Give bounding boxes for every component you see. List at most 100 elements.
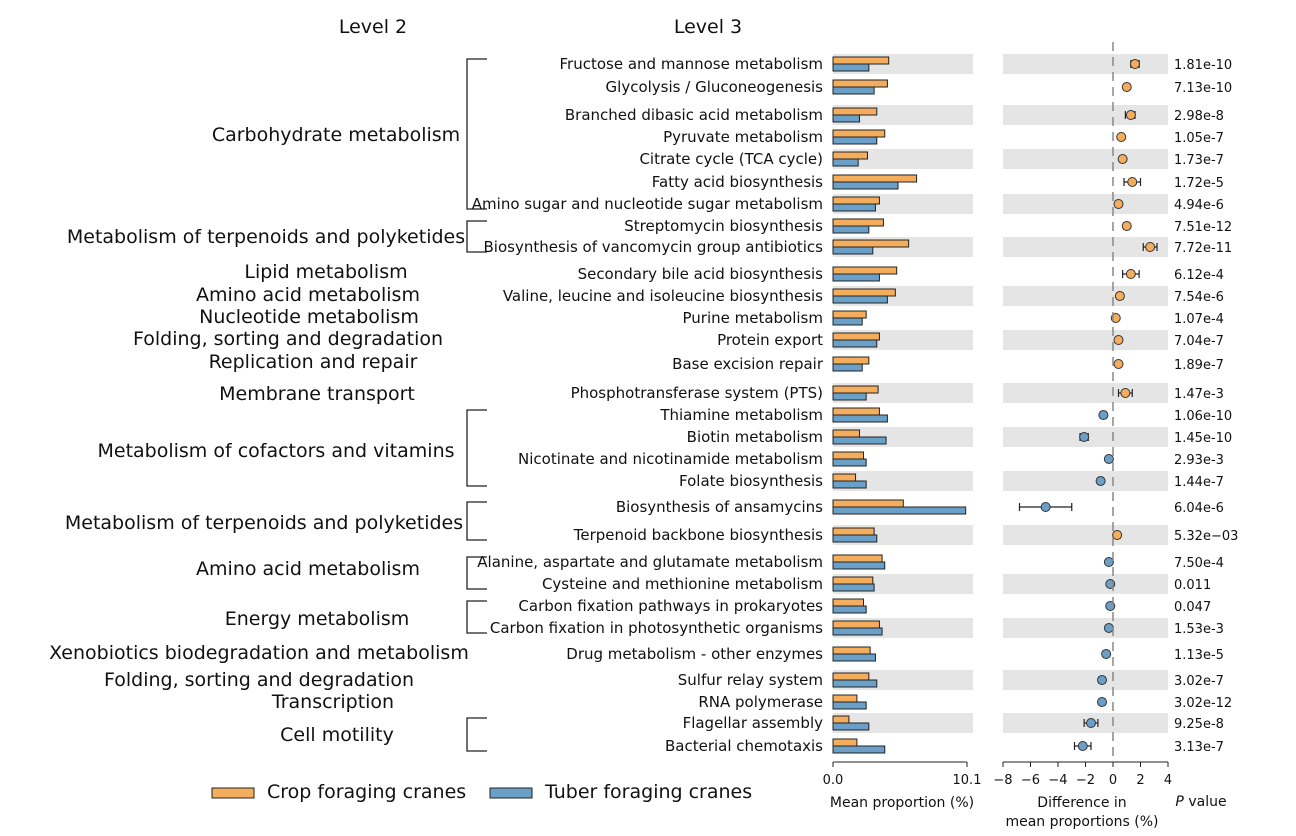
- p-value: 3.13e-7: [1174, 740, 1224, 755]
- difference-point: [1121, 82, 1132, 92]
- row-shade-diff: [1003, 149, 1168, 169]
- difference-point: [1103, 557, 1114, 567]
- p-value: 1.89e-7: [1174, 358, 1224, 373]
- level2-header: Level 2: [339, 16, 407, 38]
- p-value: 1.07e-4: [1174, 312, 1224, 327]
- level3-label: Fatty acid biosynthesis: [652, 173, 823, 191]
- diff-axis-tick-label: −6: [1021, 773, 1040, 788]
- legend-label-tuber: Tuber foraging cranes: [544, 781, 752, 803]
- difference-point: [1114, 291, 1125, 301]
- p-value: 7.04e-7: [1174, 334, 1224, 349]
- level2-label: Lipid metabolism: [244, 261, 407, 283]
- p-value: 1.53e-3: [1174, 622, 1224, 637]
- diff-axis-tick-label: −2: [1076, 773, 1095, 788]
- level2-label: Folding, sorting and degradation: [133, 328, 443, 350]
- level3-label: Bacterial chemotaxis: [665, 737, 823, 755]
- bar-crop: [832, 499, 904, 508]
- level3-labels: Fructose and mannose metabolism Glycolysi…: [472, 55, 824, 755]
- bar-crop: [832, 129, 886, 138]
- level3-header: Level 3: [674, 16, 742, 38]
- level2-bracket: [466, 58, 487, 210]
- diff-axis-tick-label: −8: [993, 773, 1012, 788]
- bar-tuber: [832, 534, 878, 543]
- diff-axis-label-line1: Difference in: [1037, 795, 1126, 811]
- level3-label: Glycolysis / Gluconeogenesis: [606, 78, 824, 96]
- level2-bracket: [466, 556, 487, 590]
- row-shading-layer: [833, 54, 1168, 733]
- level3-label: Biotin metabolism: [687, 428, 823, 446]
- bar-crop: [832, 620, 880, 629]
- p-label-rest: value: [1184, 794, 1227, 810]
- p-value: 1.44e-7: [1174, 475, 1224, 490]
- bar-crop: [832, 288, 896, 297]
- p-value: 1.45e-10: [1174, 431, 1232, 446]
- p-value: 1.47e-3: [1174, 387, 1224, 402]
- difference-point: [1095, 476, 1106, 486]
- difference-point: [1121, 221, 1132, 231]
- bar-tuber: [832, 392, 867, 401]
- p-value: 7.50e-4: [1174, 556, 1224, 571]
- p-value: 1.72e-5: [1174, 176, 1224, 191]
- level3-label: Carbon fixation in photosynthetic organi…: [490, 619, 823, 637]
- bar-crop: [832, 79, 888, 88]
- bar-crop: [832, 239, 910, 248]
- difference-point: [1116, 132, 1127, 142]
- level3-label: Streptomycin biosynthesis: [624, 217, 823, 235]
- mean-proportion-bars: [832, 56, 967, 754]
- level2-label: Nucleotide metabolism: [199, 306, 419, 328]
- row-shade-bars: [833, 471, 973, 491]
- difference-point: [1117, 154, 1128, 164]
- bar-tuber: [832, 745, 886, 754]
- bar-tuber: [832, 158, 859, 167]
- bar-axis-tick-label: 10.1: [953, 773, 982, 788]
- p-value-axis-label: P value: [1175, 794, 1226, 810]
- p-value: 3.02e-12: [1174, 696, 1232, 711]
- bar-tuber: [832, 181, 899, 190]
- level3-label: Pyruvate metabolism: [663, 128, 823, 146]
- level2-groups: Carbohydrate metabolism Metabolism of ter…: [49, 58, 487, 752]
- level2-label: Energy metabolism: [225, 608, 410, 630]
- bar-tuber: [832, 583, 875, 592]
- level3-label: Nicotinate and nicotinamide metabolism: [518, 450, 823, 468]
- bar-tuber: [832, 722, 870, 731]
- bar-tuber: [832, 339, 878, 348]
- difference-point: [1112, 530, 1123, 540]
- difference-point: [1098, 410, 1109, 420]
- difference-point: [1103, 454, 1114, 464]
- p-value: 5.32e−03: [1174, 529, 1238, 544]
- level2-label: Metabolism of terpenoids and polyketides: [67, 226, 465, 248]
- level3-label: Citrate cycle (TCA cycle): [639, 150, 823, 168]
- bar-tuber: [832, 63, 870, 72]
- p-value: 7.72e-11: [1174, 241, 1232, 256]
- diff-axis-tick-label: 4: [1164, 773, 1172, 788]
- difference-point: [1120, 388, 1131, 398]
- p-value: 7.54e-6: [1174, 290, 1224, 305]
- difference-points: [1018, 42, 1158, 762]
- bar-crop: [832, 738, 858, 747]
- difference-point: [1125, 110, 1136, 120]
- bar-tuber: [832, 605, 867, 614]
- level3-label: Sulfur relay system: [678, 671, 823, 689]
- difference-point: [1113, 359, 1124, 369]
- p-value: 0.047: [1174, 600, 1211, 615]
- difference-point: [1086, 718, 1096, 728]
- bar-crop: [832, 385, 879, 394]
- legend-swatch-crop: [211, 787, 255, 799]
- level2-label: Membrane transport: [219, 383, 415, 405]
- level3-label: Protein export: [717, 331, 823, 349]
- level3-label: Phosphotransferase system (PTS): [571, 384, 823, 402]
- level2-label: Folding, sorting and degradation: [104, 669, 414, 691]
- bar-axis-tick-label: 0.0: [823, 773, 844, 788]
- bar-crop: [832, 527, 875, 536]
- bar-tuber: [832, 246, 874, 255]
- bar-tuber: [832, 458, 867, 467]
- p-value: 7.51e-12: [1174, 220, 1232, 235]
- row-shade-diff: [1003, 330, 1168, 350]
- bar-tuber: [832, 627, 883, 636]
- p-value: 4.94e-6: [1174, 198, 1224, 213]
- bar-tuber: [832, 86, 875, 95]
- bar-axis-label: Mean proportion (%): [830, 795, 974, 811]
- difference-point: [1040, 502, 1051, 512]
- level3-label: Thiamine metabolism: [659, 406, 823, 424]
- bar-tuber: [832, 653, 876, 662]
